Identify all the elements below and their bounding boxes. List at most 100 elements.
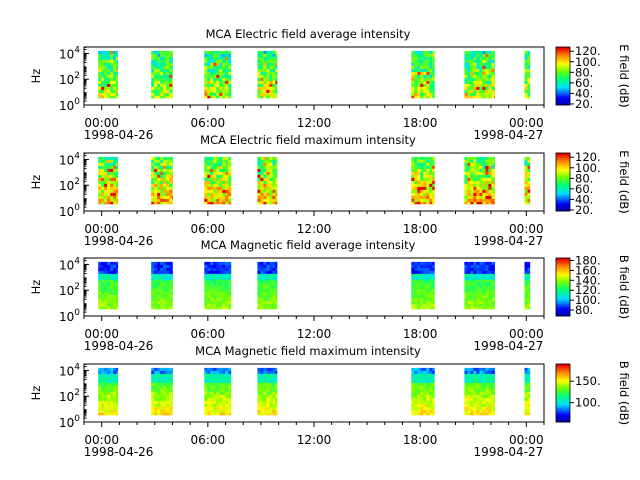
colorbar-tick-label: 100. — [575, 55, 601, 69]
colorbar-label: B field (dB) — [617, 361, 631, 425]
colorbar-tick-label: 40. — [575, 86, 593, 100]
colorbar-tick-label: 100. — [575, 293, 601, 307]
colorbar-tick-label: 140. — [575, 273, 601, 287]
colorbar-label: E field (dB) — [617, 44, 631, 108]
data-segment — [98, 367, 119, 416]
start-date-label: 1998-04-26 — [84, 445, 154, 459]
colorbar-tick-label: 120. — [575, 283, 601, 297]
x-tick-label: 00:00 — [509, 116, 544, 130]
colorbar-tick-label: 20. — [575, 97, 593, 111]
colorbar-tick-label: 160. — [575, 263, 601, 277]
spectrogram-data — [98, 261, 531, 310]
data-segment — [464, 261, 495, 310]
y-tick-label: 102 — [59, 71, 80, 87]
x-tick-label: 18:00 — [403, 222, 438, 236]
data-segment — [464, 367, 495, 416]
x-tick-label: 12:00 — [297, 327, 332, 341]
y-tick-label: 100 — [59, 308, 80, 324]
chart-title: MCA Electric field average intensity — [206, 27, 411, 41]
panel-2: MCA Electric field maximum intensity Hz 10… — [29, 133, 631, 248]
x-tick-label: 06:00 — [191, 222, 226, 236]
y-axis-label: Hz — [29, 69, 43, 84]
colorbar-tick-label: 150. — [575, 374, 601, 388]
data-segment — [151, 50, 173, 99]
panel-4: MCA Magnetic field maximum intensity Hz 10… — [29, 344, 631, 459]
x-tick-label: 00:00 — [84, 222, 119, 236]
spectrogram-data — [98, 367, 531, 416]
start-date-label: 1998-04-26 — [84, 128, 154, 142]
x-tick-label: 00:00 — [84, 433, 119, 447]
y-tick-label: 100 — [59, 97, 80, 113]
colorbar-tick-label: 60. — [575, 76, 593, 90]
colorbar-tick-label: 20. — [575, 203, 593, 217]
start-date-label: 1998-04-26 — [84, 234, 154, 248]
x-tick-label: 06:00 — [191, 116, 226, 130]
colorbar-tick-label: 60. — [575, 182, 593, 196]
colorbar-tick-label: 80. — [575, 171, 593, 185]
y-tick-label: 100 — [59, 203, 80, 219]
colorbar: 100. 150. B field (dB) — [555, 361, 631, 425]
colorbar-tick-label: 100. — [575, 396, 601, 410]
colorbar-frame — [555, 363, 571, 423]
colorbar-tick-label: 80. — [575, 65, 593, 79]
colorbar-frame — [555, 152, 571, 212]
x-tick-label: 00:00 — [509, 433, 544, 447]
colorbar: 20.40.60.80.100.120. E field (dB) — [555, 150, 631, 217]
x-tick-label: 18:00 — [403, 116, 438, 130]
data-segment — [464, 156, 495, 205]
y-tick-label: 102 — [59, 282, 80, 298]
colorbar-frame — [555, 46, 571, 106]
x-tick-label: 12:00 — [297, 222, 332, 236]
data-segment — [257, 156, 278, 205]
colorbar: 20.40.60.80.100.120. E field (dB) — [555, 44, 631, 111]
colorbar-tick-label: 100. — [575, 161, 601, 175]
x-tick-label: 06:00 — [191, 327, 226, 341]
data-segment — [524, 261, 531, 310]
colorbar-tick-label: 40. — [575, 192, 593, 206]
data-segment — [204, 156, 232, 205]
end-date-label: 1998-04-27 — [474, 128, 544, 142]
y-axis-label: Hz — [29, 386, 43, 401]
colorbar-tick-label: 80. — [575, 303, 593, 317]
colorbar-tick-label: 180. — [575, 253, 601, 267]
spectrogram-data — [98, 156, 531, 205]
data-segment — [524, 50, 531, 99]
end-date-label: 1998-04-27 — [474, 339, 544, 353]
data-segment — [151, 261, 173, 310]
start-date-label: 1998-04-26 — [84, 339, 154, 353]
end-date-label: 1998-04-27 — [474, 234, 544, 248]
chart-title: MCA Electric field maximum intensity — [200, 133, 416, 147]
data-segment — [411, 156, 435, 205]
x-tick-label: 00:00 — [84, 116, 119, 130]
data-segment — [257, 367, 278, 416]
data-segment — [411, 261, 435, 310]
data-segment — [524, 367, 531, 416]
colorbar-tick-label: 120. — [575, 150, 601, 164]
data-segment — [257, 50, 278, 99]
x-tick-label: 00:00 — [84, 327, 119, 341]
colorbar: 80.100.120.140.160.180. B field (dB) — [555, 253, 631, 319]
x-tick-label: 12:00 — [297, 116, 332, 130]
y-tick-label: 104 — [59, 151, 80, 167]
data-segment — [411, 50, 435, 99]
spectrogram-data — [98, 50, 531, 99]
x-tick-label: 18:00 — [403, 327, 438, 341]
colorbar-label: B field (dB) — [617, 255, 631, 319]
colorbar-label: E field (dB) — [617, 150, 631, 214]
data-segment — [204, 261, 232, 310]
data-segment — [411, 367, 435, 416]
y-axis-label: Hz — [29, 280, 43, 295]
data-segment — [257, 261, 278, 310]
data-segment — [464, 50, 495, 99]
y-tick-label: 104 — [59, 45, 80, 61]
data-segment — [98, 261, 119, 310]
colorbar-tick-label: 120. — [575, 44, 601, 58]
y-tick-label: 100 — [59, 414, 80, 430]
x-tick-label: 00:00 — [509, 327, 544, 341]
chart-title: MCA Magnetic field maximum intensity — [195, 344, 421, 358]
x-tick-label: 00:00 — [509, 222, 544, 236]
end-date-label: 1998-04-27 — [474, 445, 544, 459]
panel-1: MCA Electric field average intensity Hz 10… — [29, 27, 631, 142]
y-tick-label: 104 — [59, 256, 80, 272]
y-tick-label: 102 — [59, 177, 80, 193]
